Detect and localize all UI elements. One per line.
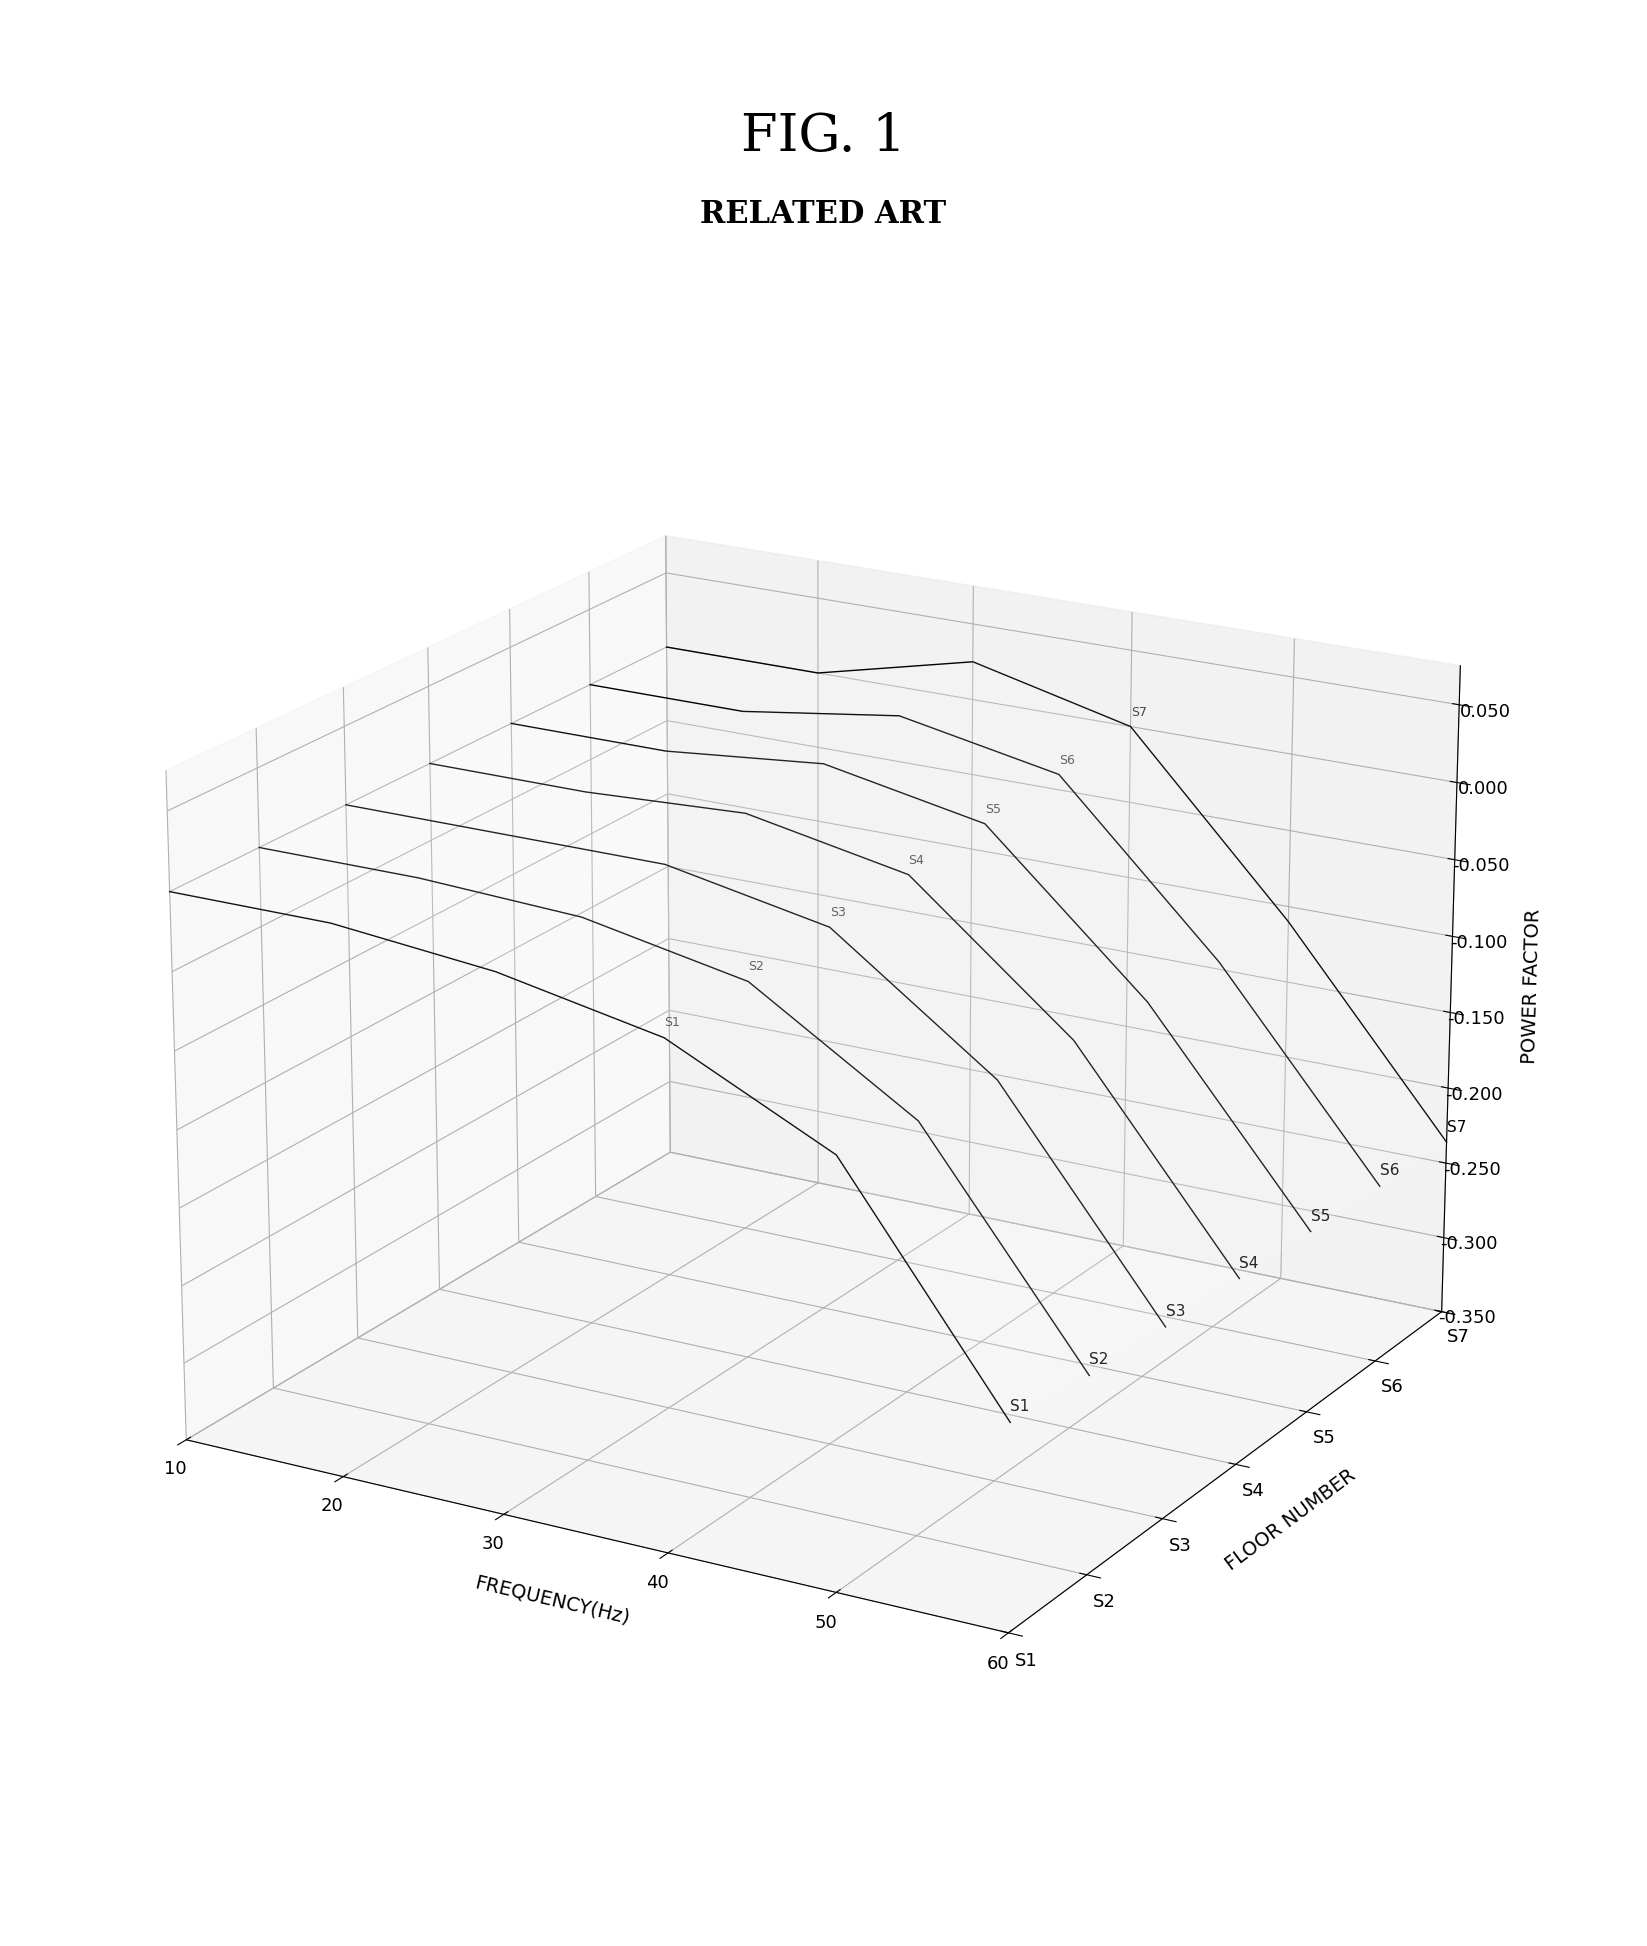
Text: FIG. 1: FIG. 1: [741, 111, 906, 162]
Y-axis label: FLOOR NUMBER: FLOOR NUMBER: [1222, 1465, 1359, 1574]
Text: RELATED ART: RELATED ART: [700, 198, 947, 230]
X-axis label: FREQUENCY(Hz): FREQUENCY(Hz): [473, 1572, 632, 1627]
